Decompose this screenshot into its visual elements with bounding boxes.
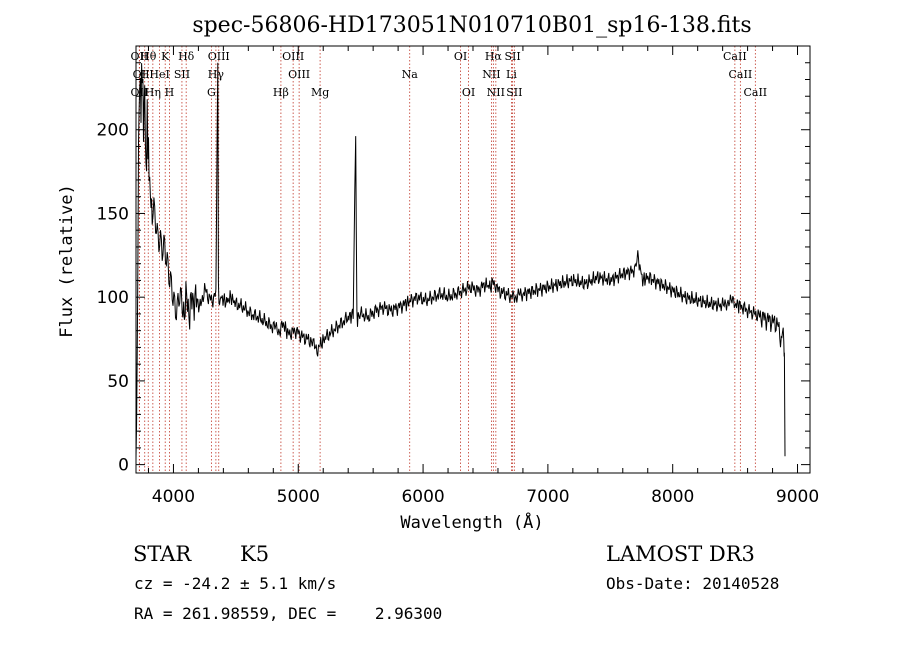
line-label-bot-4: Hβ (273, 86, 289, 99)
line-label-bot-7: NII (487, 86, 505, 99)
object-subclass: K5 (240, 542, 269, 566)
chart-title: spec-56806-HD173051N010710B01_sp16-138.f… (192, 13, 751, 38)
line-label-mid-5: OIII (288, 68, 310, 81)
spectrum-line (135, 62, 786, 458)
x-tick-label-0: 4000 (152, 487, 195, 507)
line-label-top-0: OII (131, 50, 149, 63)
y-tick-label-4: 200 (97, 121, 129, 141)
line-label-mid-8: Li (506, 68, 517, 81)
line-label-top-8: SII (504, 50, 520, 63)
line-label-mid-2: HeI (149, 68, 169, 81)
coordinates-text: RA = 261.98559, DEC = 2.96300 (134, 604, 442, 623)
line-label-mid-1: H (140, 68, 150, 81)
line-label-top-6: OI (454, 50, 467, 63)
line-label-bot-1: Hη (145, 86, 161, 99)
y-tick-label-2: 100 (97, 288, 129, 308)
line-label-top-3: Hδ (178, 50, 195, 63)
object-class: STAR (133, 542, 192, 566)
x-tick-label-5: 9000 (776, 487, 819, 507)
line-label-mid-6: Na (402, 68, 419, 81)
line-label-top-4: OIII (208, 50, 230, 63)
y-axis-label: Flux (relative) (57, 184, 77, 338)
line-label-bot-3: G (207, 86, 216, 99)
plot-frame (135, 45, 811, 474)
y-tick-label-0: 0 (118, 456, 129, 476)
line-label-mid-3: SII (174, 68, 190, 81)
x-tick-label-4: 8000 (651, 487, 694, 507)
line-label-top-9: CaII (723, 50, 747, 63)
line-label-top-5: OIII (282, 50, 304, 63)
x-tick-label-2: 6000 (401, 487, 444, 507)
x-tick-label-3: 7000 (526, 487, 569, 507)
x-tick-label-1: 5000 (277, 487, 320, 507)
y-axis: 0 50 100 150 200 (97, 62, 810, 476)
x-axis-label: Wavelength (Å) (400, 511, 543, 533)
line-label-top-2: K (161, 50, 170, 63)
line-label-bot-8: SII (506, 86, 522, 99)
obs-date-text: Obs-Date: 20140528 (606, 574, 779, 593)
line-label-mid-4: Hγ (208, 68, 225, 81)
line-label-mid-7: NII (482, 68, 500, 81)
redshift-text: cz = -24.2 ± 5.1 km/s (134, 574, 336, 593)
spectral-line-markers (138, 46, 756, 473)
line-label-top-1: Hθ (140, 50, 157, 63)
spectrum-series (135, 62, 786, 458)
line-label-bot-6: OI (462, 86, 475, 99)
y-tick-label-1: 50 (107, 372, 129, 392)
line-label-mid-9: CaII (729, 68, 753, 81)
line-label-top-7: Hα (485, 50, 503, 63)
line-label-bot-5: Mg (311, 86, 329, 99)
y-tick-label-3: 150 (97, 204, 129, 224)
x-axis: 4000 5000 6000 7000 8000 9000 (147, 46, 819, 507)
line-label-bot-9: CaII (743, 86, 767, 99)
survey-name: LAMOST DR3 (606, 542, 755, 566)
line-label-bot-2: H (165, 86, 175, 99)
